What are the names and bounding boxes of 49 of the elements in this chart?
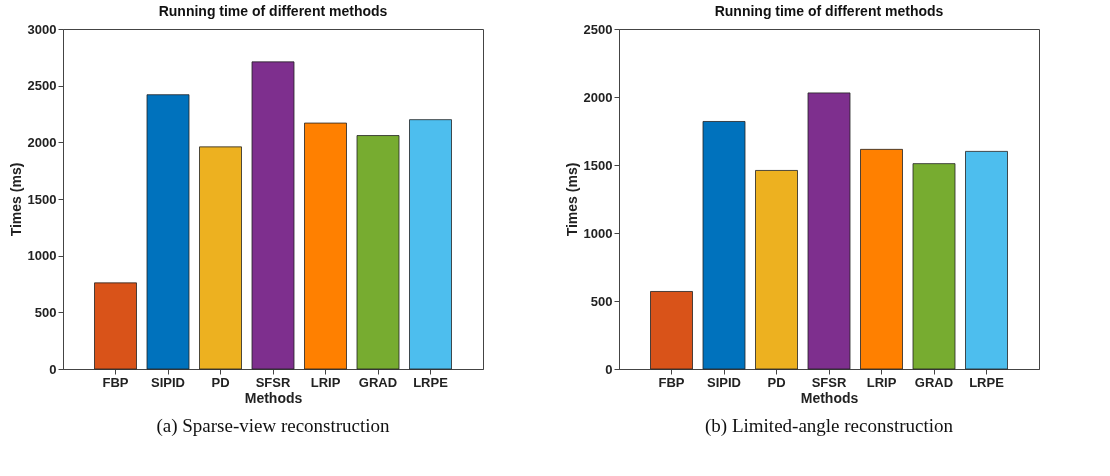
bar	[199, 146, 242, 370]
bar	[146, 94, 190, 370]
y-axis-title: Times (ms)	[563, 162, 580, 237]
y-tick-label: 1500	[583, 157, 613, 173]
x-tick-label: LRPE	[969, 374, 1005, 390]
bar	[702, 121, 746, 370]
bar	[965, 151, 1008, 370]
y-tick-label: 2000	[27, 134, 57, 150]
y-tick-label: 1500	[27, 191, 57, 207]
bar	[912, 163, 956, 370]
bar	[650, 291, 693, 370]
x-tick-label: GRAD	[358, 374, 398, 390]
bar	[409, 119, 452, 370]
bar	[807, 92, 851, 370]
x-axis-title: Methods	[800, 389, 859, 406]
y-tick-label: 3000	[27, 21, 57, 37]
chart-title: Running time of different methods	[714, 3, 944, 19]
x-tick-label: SIPID	[707, 374, 741, 390]
x-tick-label: PD	[767, 374, 786, 390]
x-tick-label: PD	[211, 374, 230, 390]
bar	[251, 61, 295, 370]
x-tick-label: GRAD	[914, 374, 954, 390]
x-tick-label: FBP	[102, 374, 129, 390]
x-tick-label: LRIP	[866, 374, 897, 390]
x-tick-label: SFSR	[811, 374, 847, 390]
y-axis-title: Times (ms)	[7, 162, 24, 237]
bar	[860, 148, 903, 370]
y-tick-label: 0	[605, 361, 613, 377]
x-tick-label: LRIP	[310, 374, 341, 390]
y-tick-label: 0	[49, 361, 57, 377]
y-tick-label: 2500	[27, 78, 57, 94]
y-tick-label: 500	[590, 293, 613, 309]
x-tick-label: FBP	[658, 374, 685, 390]
text: (b) Limited-angle reconstruction	[705, 415, 954, 437]
bar	[356, 135, 400, 370]
y-tick-label: 1000	[27, 248, 57, 264]
y-tick-label: 1000	[583, 225, 613, 241]
y-tick-label: 2000	[583, 89, 613, 105]
chart-title: Running time of different methods	[158, 3, 388, 19]
x-tick-label: LRPE	[413, 374, 449, 390]
y-tick-label: 500	[34, 304, 57, 320]
x-tick-label: SFSR	[255, 374, 291, 390]
bar	[304, 122, 347, 370]
x-tick-label: SIPID	[151, 374, 185, 390]
bar	[755, 170, 798, 370]
bar	[94, 282, 137, 370]
x-axis-title: Methods	[244, 389, 303, 406]
text: (a) Sparse-view reconstruction	[156, 415, 391, 437]
y-tick-label: 2500	[583, 21, 613, 37]
